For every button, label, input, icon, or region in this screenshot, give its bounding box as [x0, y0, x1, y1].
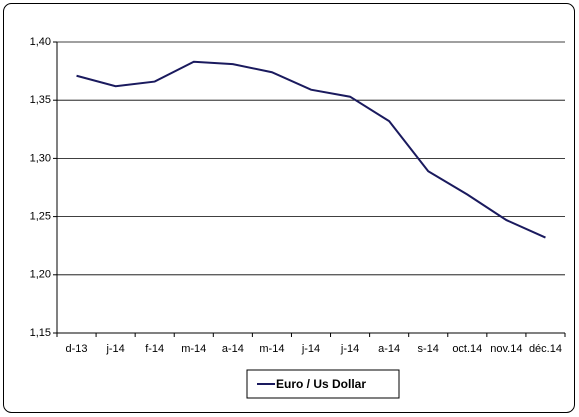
x-tick-label: d-13	[66, 343, 88, 355]
x-tick-label: a-14	[222, 343, 244, 355]
y-tick-label: 1,15	[30, 327, 51, 339]
y-tick-label: 1,40	[30, 36, 51, 48]
y-tick-label: 1,20	[30, 269, 51, 281]
x-tick-label: f-14	[145, 343, 164, 355]
line-series	[76, 60, 546, 239]
x-tick-label: j-14	[340, 343, 359, 355]
chart-border	[3, 3, 575, 413]
x-tick-label: m-14	[259, 343, 284, 355]
x-tick-label: a-14	[378, 343, 400, 355]
legend-label: Euro / Us Dollar	[276, 377, 366, 391]
x-tick-label: déc.14	[529, 343, 562, 355]
x-tick-label: oct.14	[452, 343, 482, 355]
x-tick-label: j-14	[301, 343, 320, 355]
x-tick-label: s-14	[418, 343, 439, 355]
y-tick-label: 1,25	[30, 211, 51, 223]
x-tick-label: nov.14	[490, 343, 522, 355]
x-tick-label: j-14	[105, 343, 124, 355]
y-tick-label: 1,35	[30, 94, 51, 106]
y-tick-label: 1,30	[30, 152, 51, 164]
x-tick-label: m-14	[181, 343, 206, 355]
